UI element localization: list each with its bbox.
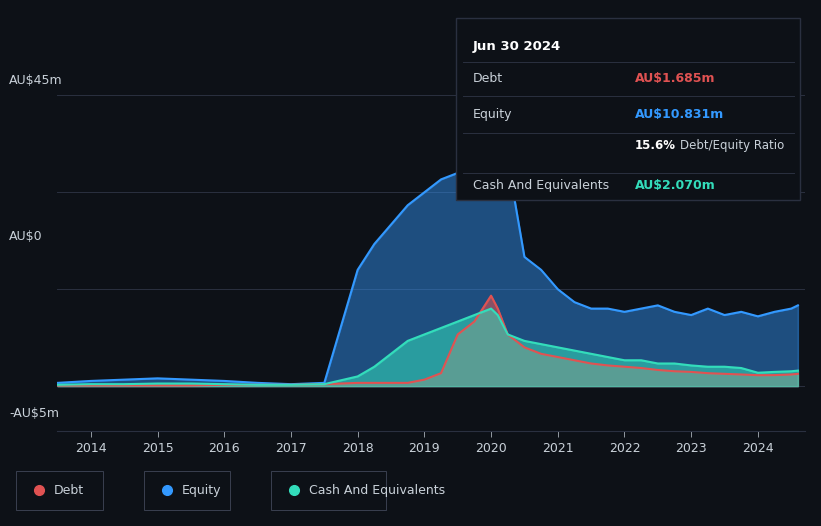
FancyBboxPatch shape (271, 471, 386, 510)
Text: Debt: Debt (473, 72, 503, 85)
Text: Debt/Equity Ratio: Debt/Equity Ratio (680, 139, 784, 152)
Text: Jun 30 2024: Jun 30 2024 (473, 40, 561, 53)
Text: Cash And Equivalents: Cash And Equivalents (473, 179, 609, 192)
Text: AU$0: AU$0 (9, 230, 43, 242)
FancyBboxPatch shape (144, 471, 230, 510)
Text: AU$10.831m: AU$10.831m (635, 108, 724, 121)
Text: Cash And Equivalents: Cash And Equivalents (309, 484, 445, 497)
Text: AU$45m: AU$45m (9, 74, 62, 87)
FancyBboxPatch shape (16, 471, 103, 510)
Text: 15.6%: 15.6% (635, 139, 676, 152)
Text: -AU$5m: -AU$5m (9, 407, 59, 420)
Text: Equity: Equity (473, 108, 512, 121)
Text: Equity: Equity (181, 484, 221, 497)
Text: Debt: Debt (54, 484, 85, 497)
Text: AU$2.070m: AU$2.070m (635, 179, 716, 192)
FancyBboxPatch shape (456, 18, 800, 200)
Text: AU$1.685m: AU$1.685m (635, 72, 715, 85)
